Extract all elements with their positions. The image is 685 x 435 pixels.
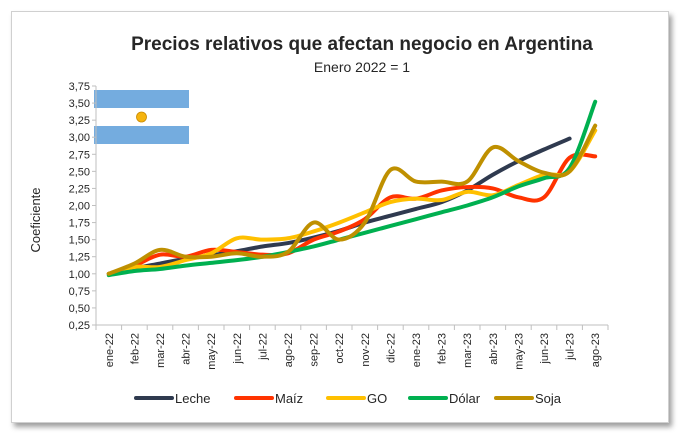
legend-label: Soja [535, 391, 562, 406]
y-tick-label: 2,00 [69, 201, 90, 213]
x-tick-label: ene-22 [104, 333, 116, 367]
y-tick-label: 3,75 [69, 81, 90, 93]
y-tick-label: 0,25 [69, 320, 90, 332]
x-tick-label: abr-22 [181, 333, 193, 365]
x-tick-label: ago-22 [283, 333, 295, 367]
y-axis-label: Coeficiente [28, 187, 43, 252]
y-tick-label: 1,50 [69, 235, 90, 247]
y-tick-label: 3,25 [69, 115, 90, 127]
argentina-flag [94, 90, 189, 144]
sun-of-may-icon [136, 111, 147, 123]
chart-title: Precios relativos que afectan negocio en… [131, 34, 593, 55]
x-tick-label: ene-23 [411, 333, 423, 367]
x-tick-label: jul-23 [565, 333, 577, 361]
x-tick-label: abr-23 [488, 333, 500, 365]
x-tick-label: mar-22 [155, 333, 167, 368]
legend: Leche Maíz GO Dólar Soja [134, 391, 562, 406]
legend-label: GO [367, 391, 387, 406]
x-tick-label: mar-23 [462, 333, 474, 368]
series-line-go [106, 128, 598, 276]
x-tick-label: ago-23 [590, 333, 602, 367]
y-tick-label: 2,75 [69, 149, 90, 161]
legend-label: Maíz [275, 391, 303, 406]
x-tick-label: dic-22 [385, 333, 397, 363]
chart-card: Precios relativos que afectan negocio en… [11, 11, 669, 423]
y-tick-label: 1,00 [69, 269, 90, 281]
flag-stripe-top [94, 90, 189, 108]
y-tick-label: 0,50 [69, 303, 90, 315]
x-tick-label: jun-22 [232, 333, 244, 365]
y-tick-label: 2,50 [69, 166, 90, 178]
y-tick-label: 2,25 [69, 183, 90, 195]
series-lines [106, 99, 598, 278]
axes: 0,25 0,50 0,75 1,00 1,25 1,50 1,75 2,00 2,25 2,50… [69, 81, 609, 370]
x-tick-label: feb-22 [129, 333, 141, 364]
x-tick-label: may-23 [513, 333, 525, 370]
x-tick-label: jul-22 [257, 333, 269, 361]
chart: Precios relativos que afectan negocio en… [28, 34, 609, 406]
x-tick-label: sep-22 [309, 333, 321, 367]
chart-subtitle: Enero 2022 = 1 [314, 59, 410, 75]
x-tick-label: oct-22 [334, 333, 346, 364]
y-tick-label: 1,25 [69, 252, 90, 264]
series-line-soja [106, 123, 598, 276]
legend-label: Dólar [449, 391, 481, 406]
flag-stripe-bottom [94, 126, 189, 144]
y-tick-label: 0,75 [69, 286, 90, 298]
x-tick-label: nov-22 [360, 333, 372, 367]
x-tick-label: may-22 [206, 333, 218, 370]
legend-label: Leche [175, 391, 210, 406]
y-tick-label: 3,00 [69, 132, 90, 144]
y-tick-label: 3,50 [69, 98, 90, 110]
y-tick-label: 1,75 [69, 218, 90, 230]
x-tick-label: feb-23 [437, 333, 449, 364]
x-tick-label: jun-23 [539, 333, 551, 365]
